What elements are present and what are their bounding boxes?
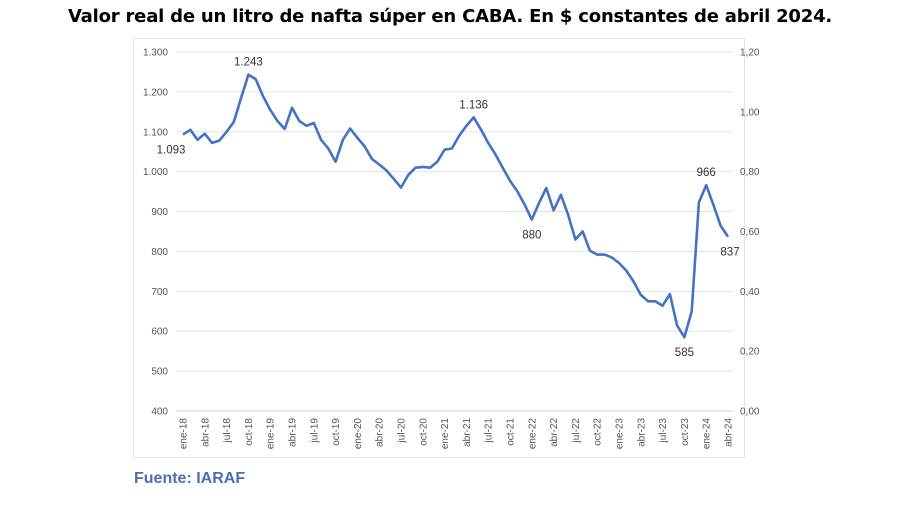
chart-title: Valor real de un litro de nafta súper en…: [67, 6, 833, 27]
data-label: 837: [720, 247, 739, 259]
y-tick-label: 600: [151, 327, 168, 338]
x-tick-label: ene-22: [527, 418, 538, 450]
x-tick-label: abr-22: [549, 418, 560, 447]
y-tick-label: 1.200: [143, 87, 168, 98]
x-tick-label: abr-19: [288, 418, 299, 447]
x-tick-label: jul-19: [309, 418, 320, 444]
x-tick-label: ene-19: [266, 418, 277, 450]
x-tick-label: oct-18: [244, 418, 255, 446]
x-tick-label: ene-20: [353, 418, 364, 450]
x-tick-label: jul-22: [571, 418, 582, 444]
x-tick-label: ene-24: [702, 418, 713, 450]
x-tick-label: jul-20: [397, 418, 408, 444]
series: [182, 73, 730, 339]
y2-tick-label: 0,80: [740, 167, 760, 178]
y2-tick-label: 0,20: [740, 347, 760, 358]
y2-tick-label: 0,60: [740, 227, 760, 238]
x-tick-label: ene-23: [615, 418, 626, 450]
y2-tick-label: 1,20: [740, 48, 760, 59]
y-tick-label: 1.100: [143, 127, 168, 138]
chart-frame: [133, 38, 745, 458]
data-label: 1.093: [157, 145, 186, 157]
x-tick-label: jul-23: [658, 418, 669, 444]
series-line: [182, 73, 730, 339]
y2-tick-label: 1,00: [740, 107, 760, 118]
data-label: 880: [522, 230, 541, 242]
x-tick-label: abr-20: [375, 418, 386, 447]
data-label: 585: [675, 347, 694, 359]
x-tick-label: oct-22: [593, 418, 604, 446]
x-tick-label: jul-18: [222, 418, 233, 444]
x-tick-label: oct-19: [331, 418, 342, 446]
y-tick-label: 900: [151, 207, 168, 218]
x-axis: ene-18 abr-18 jul-18 oct-18 ene-19 abr-19 jul-…: [179, 418, 735, 450]
x-tick-label: abr-23: [636, 418, 647, 447]
source-note: Fuente: IARAF: [134, 470, 246, 487]
y-tick-label: 1.000: [143, 167, 168, 178]
x-tick-label: ene-21: [440, 418, 451, 450]
x-tick-label: abr-24: [724, 418, 735, 447]
data-label: 966: [697, 167, 716, 179]
x-tick-label: abr-18: [200, 418, 211, 447]
x-tick-label: oct-23: [680, 418, 691, 446]
data-label: 1.243: [234, 57, 263, 69]
y-axis-right: 1,20 1,00 0,80 0,60 0,40 0,20 0,00: [740, 48, 760, 418]
gridlines: [176, 51, 733, 412]
data-labels: 1.093 1.243 1.136 880 585 966 837: [157, 57, 740, 359]
x-tick-label: oct-20: [418, 418, 429, 446]
y-axis-left: 1.300 1.200 1.100 1.000 900 800 700 600 500 400: [143, 48, 168, 418]
y-tick-label: 400: [151, 407, 168, 418]
y-tick-label: 500: [151, 367, 168, 378]
data-label: 1.136: [459, 99, 488, 111]
x-tick-label: ene-18: [179, 418, 190, 450]
x-tick-label: abr-21: [462, 418, 473, 447]
y2-tick-label: 0,00: [740, 407, 760, 418]
x-tick-label: jul-21: [484, 418, 495, 444]
y2-tick-label: 0,40: [740, 287, 760, 298]
y-tick-label: 1.300: [143, 48, 168, 59]
y-tick-label: 700: [151, 287, 168, 298]
y-tick-label: 800: [151, 247, 168, 258]
x-tick-label: oct-21: [506, 418, 517, 446]
